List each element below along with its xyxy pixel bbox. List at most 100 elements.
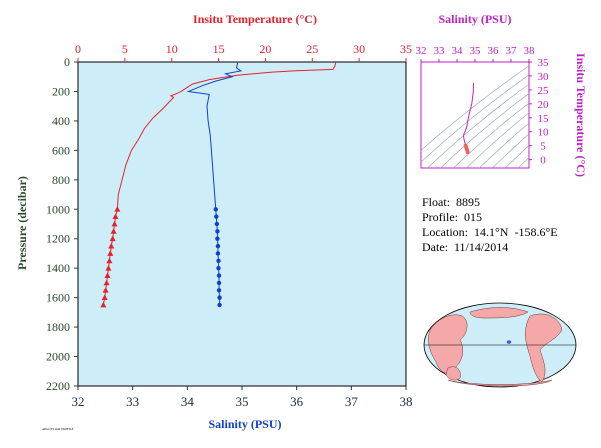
temperature-axis-ticks: 0 5 10 15 20 25 30 35 [75, 42, 412, 62]
temperature-point [111, 220, 118, 227]
temperature-point [112, 213, 119, 220]
ts-salinity-ticks: 32 33 34 35 36 37 38 [416, 45, 535, 62]
pressure-tick-label: 1000 [46, 202, 70, 216]
date-value: 11/14/2014 [454, 240, 509, 254]
temperature-tick-label: 10 [166, 42, 178, 56]
ts-salinity-tick-label: 33 [434, 45, 446, 57]
ts-deep-point [465, 150, 470, 155]
profile-series [100, 62, 337, 308]
footer-note: ARGO FLOAT PROFILE [42, 427, 74, 431]
temperature-tick-label: 5 [122, 42, 128, 56]
pressure-axis-ticks: 0 200 400 600 800 1000 1200 1400 1600 1800 2000 220… [46, 55, 78, 393]
ts-salinity-tick-label: 32 [416, 45, 427, 57]
location-label: Location: [422, 225, 468, 239]
main-profile-chart: 0 5 10 15 20 25 30 35 32 33 34 35 36 37 38 0 200 400 600… [15, 12, 413, 431]
ts-density-contour [465, 112, 529, 168]
ts-density-contour [421, 74, 529, 163]
temperature-point [110, 228, 117, 234]
ts-temperature-tick-label: 5 [540, 141, 546, 153]
temperature-point [108, 242, 115, 249]
salinity-point [216, 258, 221, 264]
pressure-tick-label: 600 [52, 143, 70, 157]
salinity-point [216, 280, 222, 286]
pressure-tick-label: 2200 [46, 379, 70, 393]
ts-salinity-tick-label: 34 [452, 45, 464, 57]
ts-contour-group [421, 65, 529, 168]
australia-continent [445, 366, 461, 381]
ts-density-contour [427, 83, 529, 168]
ts-temperature-title: Insitu Temperature (°C) [574, 53, 588, 177]
float-label: Float: [422, 195, 451, 209]
temperature-tick-label: 15 [213, 42, 225, 56]
temperature-point [100, 301, 107, 308]
salinity-point [215, 243, 221, 249]
temperature-point [109, 235, 116, 242]
ts-density-contours [421, 65, 529, 168]
profile-value: 015 [464, 210, 482, 224]
temperature-point [106, 257, 113, 264]
ts-salinity-tick-label: 36 [488, 45, 500, 57]
pressure-tick-label: 200 [52, 84, 70, 98]
pressure-tick-label: 1600 [46, 291, 70, 305]
temperature-tick-label: 35 [400, 42, 412, 56]
temperature-point [102, 287, 109, 293]
ts-temperature-tick-label: 30 [538, 71, 550, 83]
temperature-tick-label: 20 [259, 42, 271, 56]
temperature-point [114, 206, 121, 212]
antarctica-continent [447, 379, 553, 387]
ts-salinity-title: Salinity (PSU) [438, 12, 511, 26]
salinity-point [214, 221, 220, 227]
continents [428, 307, 563, 387]
pressure-axis-title: Pressure (decibar) [15, 176, 29, 270]
float-location-marker: * [506, 338, 512, 350]
ts-temperature-tick-label: 20 [538, 99, 550, 111]
ts-diagram: 32 33 34 35 36 37 38 0 5 10 15 20 25 30 35 Salinity (… [416, 12, 589, 177]
pressure-tick-label: 800 [52, 173, 70, 187]
ts-temperature-tick-label: 25 [538, 85, 550, 97]
float-id-line: Float: 8895 [422, 195, 480, 210]
ts-density-contour [440, 93, 529, 168]
pressure-tick-label: 400 [52, 114, 70, 128]
ts-temperature-ticks: 0 5 10 15 20 25 30 35 [529, 57, 549, 167]
ts-temperature-tick-label: 0 [540, 155, 546, 167]
salinity-point [214, 214, 219, 219]
temperature-point [105, 264, 112, 271]
temperature-tick-label: 25 [306, 42, 318, 56]
salinity-point [217, 302, 222, 308]
location-value: 14.1°N -158.6°E [473, 225, 558, 239]
pressure-tick-label: 1200 [46, 232, 70, 246]
pressure-tick-label: 2000 [46, 350, 70, 364]
americas-continent [525, 313, 563, 383]
ts-temperature-tick-label: 10 [538, 127, 550, 139]
temperature-tick-label: 0 [75, 42, 81, 56]
salinity-axis-title: Salinity (PSU) [208, 417, 281, 431]
salinity-axis-ticks: 32 33 34 35 36 37 38 [72, 386, 413, 409]
profile-label: Profile: [422, 210, 458, 224]
temperature-tick-label: 30 [353, 42, 365, 56]
main-plot-area [77, 61, 407, 387]
pressure-tick-label: 0 [64, 55, 70, 69]
world-map: * [423, 302, 577, 388]
float-value: 8895 [456, 195, 481, 209]
salinity-tick-label: 34 [181, 394, 195, 409]
asia-continent [428, 314, 468, 373]
salinity-tick-label: 32 [72, 394, 85, 409]
salinity-tick-label: 36 [290, 394, 304, 409]
salinity-tick-label: 37 [345, 394, 359, 409]
ts-salinity-tick-label: 35 [470, 45, 482, 57]
ts-salinity-tick-label: 37 [506, 45, 518, 57]
temperature-point [107, 250, 114, 256]
location-line: Location: 14.1°N -158.6°E [422, 225, 558, 240]
salinity-point [213, 207, 218, 212]
salinity-tick-label: 38 [400, 394, 413, 409]
ts-temperature-tick-label: 15 [538, 113, 550, 125]
salinity-tick-label: 35 [236, 394, 249, 409]
pressure-tick-label: 1400 [46, 261, 70, 275]
pressure-tick-label: 1800 [46, 320, 70, 334]
ts-density-contour [478, 122, 529, 168]
temperature-point [103, 279, 110, 286]
salinity-point [216, 273, 222, 278]
temperature-point [104, 272, 111, 278]
ts-plot-area [420, 61, 530, 169]
